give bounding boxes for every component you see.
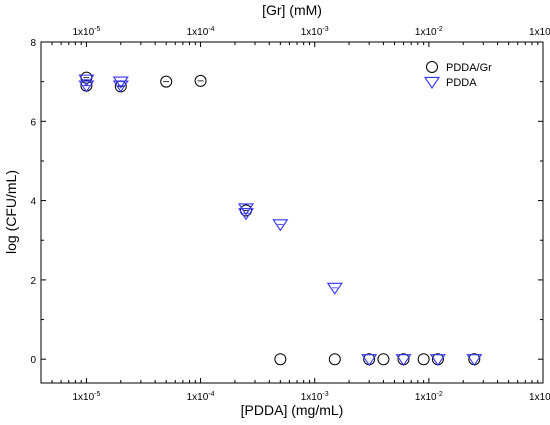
x2-tick-label: 1x10-1: [529, 26, 550, 38]
pdda-gr-point: [160, 75, 173, 88]
axis-ticks: 1x10-5 1x10-4 1x10-3 1x10-2 1x10-1 1x10-5 1x10…: [30, 26, 550, 403]
y-tick-label: 4: [30, 197, 36, 208]
pdda-point: [326, 282, 343, 295]
pdda-point: [112, 80, 129, 93]
x-tick-label: 1x10-2: [415, 391, 443, 403]
x-tick-label: 1x10-3: [301, 391, 329, 403]
pdda-point: [395, 354, 412, 367]
y-tick-label: 2: [30, 276, 36, 287]
pdda-point: [361, 354, 378, 367]
pdda-gr-point: [328, 353, 341, 366]
legend-label: PDDA/Gr: [446, 62, 492, 74]
x-tick-label: 1x10-5: [72, 391, 100, 403]
x2-tick-label: 1x10-3: [301, 26, 329, 38]
x2-tick-label: 1x10-5: [72, 26, 100, 38]
x-axis-title: [PDDA] (mg/mL): [241, 402, 344, 418]
pdda-point: [78, 80, 95, 93]
pdda-gr-point: [417, 353, 430, 366]
x-tick-label: 1x10-4: [187, 391, 215, 403]
x2-tick-label: 1x10-2: [415, 26, 443, 38]
pdda-point: [78, 74, 95, 87]
pdda-gr-point: [274, 353, 287, 366]
pdda-point: [272, 219, 289, 232]
y-axis-title: log (CFU/mL): [3, 170, 19, 254]
x2-tick-label: 1x10-4: [187, 26, 215, 38]
x-tick-label: 1x10-1: [529, 391, 550, 403]
y-tick-label: 8: [30, 38, 36, 49]
legend-item: PDDA/Gr: [426, 61, 492, 74]
top-axis-title: [Gr] (mM): [262, 2, 322, 18]
legend-label: PDDA: [446, 77, 477, 89]
plot-frame: [40, 41, 544, 384]
pdda-point: [429, 354, 446, 367]
pdda-gr-point: [377, 353, 390, 366]
pdda-point: [237, 208, 255, 221]
legend: PDDA/Gr PDDA: [423, 61, 492, 89]
legend-marker: [426, 61, 438, 73]
data-points: [78, 71, 483, 367]
legend-item: PDDA: [423, 76, 477, 89]
y-tick-label: 6: [30, 117, 36, 128]
pdda-point: [112, 76, 129, 89]
pdda-point: [466, 354, 483, 367]
y-tick-label: 0: [30, 355, 36, 366]
legend-marker: [423, 76, 441, 89]
pdda-gr-point: [194, 74, 207, 87]
